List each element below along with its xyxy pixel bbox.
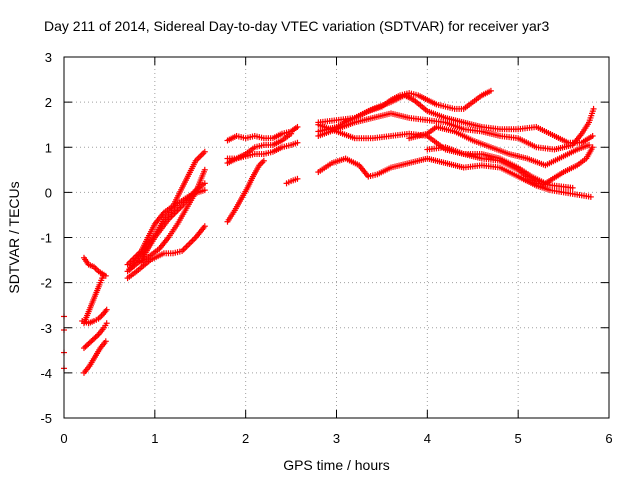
x-tick-label: 5 [515, 431, 522, 446]
y-axis-label: SDTVAR / TECUs [6, 181, 22, 293]
data-point [589, 144, 596, 151]
data-point [590, 105, 597, 112]
chart-title: Day 211 of 2014, Sidereal Day-to-day VTE… [44, 18, 549, 34]
data-point [103, 320, 110, 327]
x-tick-label: 3 [333, 431, 340, 446]
data-point [102, 338, 109, 345]
data-point [201, 180, 208, 187]
y-tick-label: -4 [40, 366, 52, 381]
data-point [89, 336, 96, 343]
data-point [88, 338, 95, 345]
x-tick-labels: 0 1 2 3 4 5 6 [60, 431, 612, 446]
y-tick-label: 2 [45, 95, 52, 110]
data-point [294, 123, 301, 130]
y-tick-label: -1 [40, 231, 52, 246]
y-tick-label: -5 [40, 411, 52, 426]
data-point [201, 223, 208, 230]
data-points [61, 87, 597, 376]
data-point [85, 340, 92, 347]
plot-area-border [63, 56, 610, 419]
data-point [569, 184, 576, 191]
data-point [86, 339, 93, 346]
x-tick-label: 4 [424, 431, 431, 446]
data-point [487, 87, 494, 94]
data-point [82, 343, 89, 350]
data-point [83, 342, 90, 349]
data-point [94, 332, 101, 339]
data-point [294, 139, 301, 146]
y-tick-label: -2 [40, 276, 52, 291]
y-tick-label: 1 [45, 140, 52, 155]
data-point [103, 306, 110, 313]
data-point [91, 335, 98, 342]
x-tick-label: 2 [242, 431, 249, 446]
y-tick-labels: -5 -4 -3 -2 -1 0 1 2 3 [40, 50, 52, 426]
data-point [589, 132, 596, 139]
data-point [294, 175, 301, 182]
data-point [201, 166, 208, 173]
x-tick-label: 1 [151, 431, 158, 446]
y-tick-label: 3 [45, 50, 52, 65]
grid [64, 57, 609, 418]
data-point [100, 272, 107, 279]
data-point [587, 193, 594, 200]
data-point [201, 148, 208, 155]
y-tick-label: 0 [45, 185, 52, 200]
data-point [288, 130, 295, 137]
x-tick-label: 6 [605, 431, 612, 446]
data-point [92, 334, 99, 341]
data-point [80, 345, 87, 352]
y-tick-label: -3 [40, 321, 52, 336]
data-point [260, 157, 267, 164]
data-point [201, 187, 208, 194]
x-axis-label: GPS time / hours [283, 457, 390, 473]
x-tick-label: 0 [60, 431, 67, 446]
data-point [586, 141, 593, 148]
